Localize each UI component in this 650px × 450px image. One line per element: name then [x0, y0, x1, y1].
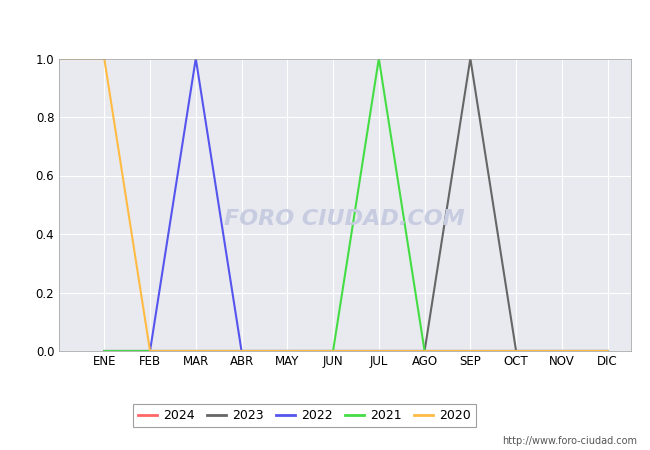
2024 — [283, 348, 291, 354]
2022 — [375, 348, 383, 354]
2021 — [421, 348, 428, 354]
2024 — [192, 348, 200, 354]
2023 — [192, 348, 200, 354]
2022 — [192, 56, 200, 61]
2020 — [238, 348, 246, 354]
2020 — [192, 348, 200, 354]
2021 — [467, 348, 474, 354]
2021 — [283, 348, 291, 354]
2023 — [558, 348, 566, 354]
2020 — [55, 56, 62, 61]
2022 — [604, 348, 612, 354]
2024 — [558, 348, 566, 354]
2021 — [558, 348, 566, 354]
2023 — [604, 348, 612, 354]
2021 — [329, 348, 337, 354]
2021 — [100, 348, 108, 354]
Text: http://www.foro-ciudad.com: http://www.foro-ciudad.com — [502, 436, 637, 446]
2023 — [467, 56, 474, 61]
Line: 2023: 2023 — [104, 58, 608, 351]
Line: 2021: 2021 — [104, 58, 608, 351]
2021 — [192, 348, 200, 354]
2022 — [100, 348, 108, 354]
2024 — [375, 348, 383, 354]
2023 — [375, 348, 383, 354]
2023 — [100, 348, 108, 354]
2023 — [283, 348, 291, 354]
2022 — [329, 348, 337, 354]
2022 — [512, 348, 520, 354]
2023 — [238, 348, 246, 354]
2020 — [604, 348, 612, 354]
Text: FORO CIUDAD.COM: FORO CIUDAD.COM — [224, 209, 465, 230]
2023 — [329, 348, 337, 354]
2020 — [329, 348, 337, 354]
2022 — [238, 348, 246, 354]
2022 — [421, 348, 428, 354]
2023 — [512, 348, 520, 354]
2022 — [558, 348, 566, 354]
2024 — [146, 348, 154, 354]
2022 — [467, 348, 474, 354]
2023 — [146, 348, 154, 354]
2021 — [238, 348, 246, 354]
2020 — [146, 348, 154, 354]
Line: 2020: 2020 — [58, 58, 608, 351]
2020 — [558, 348, 566, 354]
2021 — [604, 348, 612, 354]
2023 — [421, 348, 428, 354]
2020 — [421, 348, 428, 354]
Line: 2022: 2022 — [104, 58, 608, 351]
2024 — [238, 348, 246, 354]
2024 — [604, 348, 612, 354]
2024 — [467, 348, 474, 354]
2024 — [421, 348, 428, 354]
2020 — [375, 348, 383, 354]
2024 — [329, 348, 337, 354]
2020 — [100, 56, 108, 61]
Legend: 2024, 2023, 2022, 2021, 2020: 2024, 2023, 2022, 2021, 2020 — [133, 404, 476, 427]
2021 — [375, 56, 383, 61]
2020 — [283, 348, 291, 354]
2020 — [467, 348, 474, 354]
Text: Matriculaciones de Vehiculos en Villabaruz de Campos: Matriculaciones de Vehiculos en Villabar… — [99, 14, 551, 32]
2021 — [512, 348, 520, 354]
2024 — [100, 348, 108, 354]
2024 — [512, 348, 520, 354]
2020 — [512, 348, 520, 354]
2021 — [146, 348, 154, 354]
2022 — [283, 348, 291, 354]
2022 — [146, 348, 154, 354]
